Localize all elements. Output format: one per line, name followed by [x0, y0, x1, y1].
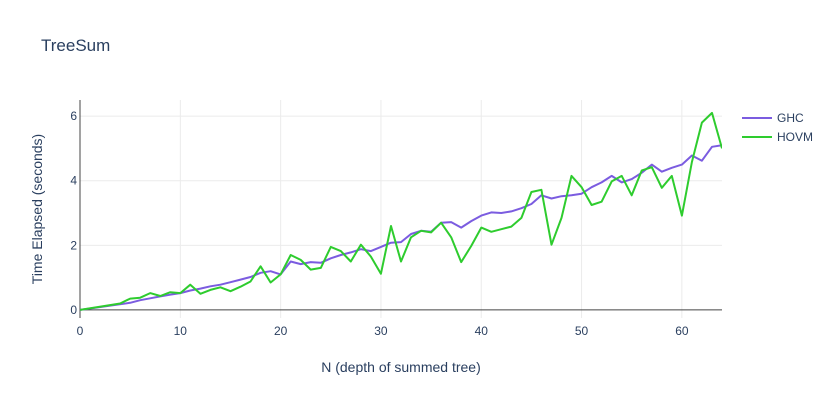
legend-label: HOVM [777, 130, 813, 144]
legend-item-ghc[interactable]: GHC [742, 111, 804, 125]
x-tick-label: 30 [374, 324, 388, 338]
x-tick-label: 50 [575, 324, 589, 338]
x-tick-label: 40 [475, 324, 489, 338]
y-axis-title: Time Elapsed (seconds) [29, 134, 45, 284]
legend-label: GHC [777, 111, 804, 125]
legend[interactable]: GHC HOVM [742, 111, 813, 144]
x-tick-label: 20 [274, 324, 288, 338]
plot-area [80, 111, 722, 311]
y-tick-label: 4 [70, 174, 77, 188]
chart-title: TreeSum [41, 36, 110, 55]
y-tick-label: 6 [70, 109, 77, 123]
grid-lines [79, 100, 722, 318]
y-tick-label: 0 [70, 303, 77, 317]
x-axis-title: N (depth of summed tree) [321, 359, 481, 375]
x-tick-label: 10 [174, 324, 188, 338]
x-tick-label: 60 [675, 324, 689, 338]
y-tick-label: 2 [70, 238, 77, 252]
series-line-hovm [80, 111, 722, 311]
axis-ticks: 0 10 20 30 40 50 60 0 2 4 6 [70, 109, 689, 338]
legend-item-hovm[interactable]: HOVM [742, 130, 813, 144]
x-tick-label: 0 [77, 324, 84, 338]
series-line-ghc [80, 144, 722, 311]
